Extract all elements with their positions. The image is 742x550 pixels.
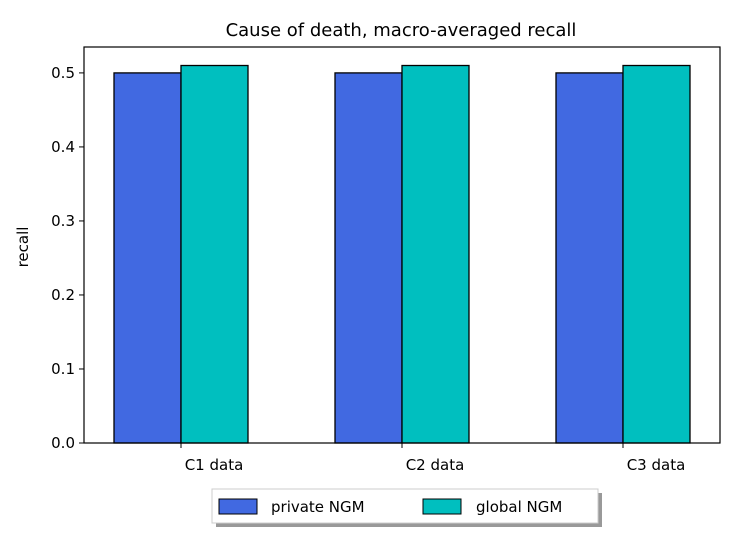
legend-swatch-private-ngm [218, 498, 258, 515]
bar-global-ngm-c1-data [180, 64, 249, 444]
x-tick-label-c1-data: C1 data [185, 456, 244, 474]
x-tick-label-c2-data: C2 data [406, 456, 465, 474]
plot-area [113, 64, 691, 444]
y-tick-label-0-0: 0.0 [51, 434, 75, 452]
y-tick-label-0-1: 0.1 [51, 360, 75, 378]
y-tick-label-0-5: 0.5 [51, 64, 75, 82]
y-axis-title: recall [14, 227, 32, 268]
bar-private-ngm-c3-data [555, 72, 624, 444]
chart-title: Cause of death, macro-averaged recall [226, 20, 577, 41]
bar-global-ngm-c2-data [401, 64, 470, 444]
legend: private NGM global NGM [211, 488, 602, 527]
y-tick-label-0-2: 0.2 [51, 286, 75, 304]
bar-private-ngm-c1-data [113, 72, 182, 444]
legend-box [211, 488, 599, 524]
y-tick-label-0-4: 0.4 [51, 138, 75, 156]
legend-label-private-ngm: private NGM [271, 498, 365, 516]
legend-swatch-global-ngm [422, 498, 462, 515]
y-tick-label-0-3: 0.3 [51, 212, 75, 230]
bar-global-ngm-c3-data [622, 64, 691, 444]
legend-label-global-ngm: global NGM [476, 498, 562, 516]
bar-private-ngm-c2-data [334, 72, 403, 444]
x-tick-label-c3-data: C3 data [627, 456, 686, 474]
y-axis: 0.0 0.1 0.2 0.3 0.4 0.5 [51, 64, 84, 452]
x-axis: C1 data C2 data C3 data [180, 443, 686, 474]
